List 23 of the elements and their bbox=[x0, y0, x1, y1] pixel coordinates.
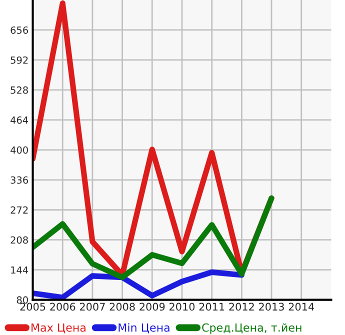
x-tick-label: 2014 bbox=[288, 302, 314, 311]
x-tick-label: 2012 bbox=[229, 302, 254, 311]
y-tick-label: 144 bbox=[11, 266, 28, 274]
x-tick-label: 2005 bbox=[20, 302, 46, 311]
x-tick-label: 2011 bbox=[199, 302, 224, 311]
y-tick-label: 208 bbox=[10, 236, 28, 244]
y-tick-label: 272 bbox=[10, 206, 28, 214]
legend-label: Min Цена bbox=[118, 323, 170, 334]
y-tick-label: 400 bbox=[10, 146, 28, 154]
y-tick-label: 336 bbox=[10, 176, 28, 184]
legend-label: Max Цена bbox=[32, 323, 86, 334]
x-tick-label: 2009 bbox=[140, 302, 165, 311]
y-tick-label: 528 bbox=[10, 86, 28, 94]
x-tick-label: 2013 bbox=[259, 302, 284, 311]
legend-label: Сред.Цена, т.йен bbox=[202, 323, 302, 334]
y-tick-label: 80 bbox=[16, 296, 28, 304]
x-tick-label: 2008 bbox=[110, 302, 135, 311]
x-tick-label: 2010 bbox=[169, 302, 195, 311]
y-tick-label: 656 bbox=[10, 26, 28, 34]
x-tick-label: 2006 bbox=[50, 302, 76, 311]
y-tick-label: 592 bbox=[10, 56, 28, 64]
y-tick-label: 464 bbox=[10, 116, 28, 124]
x-tick-label: 2007 bbox=[80, 302, 105, 311]
